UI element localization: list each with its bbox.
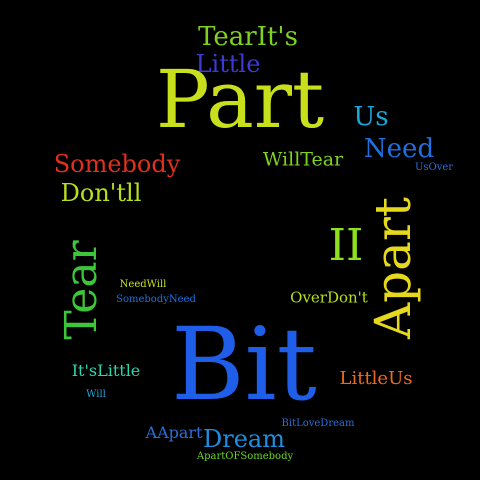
word-somebody: Somebody bbox=[53, 150, 181, 178]
word-willtear: WillTear bbox=[262, 148, 344, 171]
word-dream: Dream bbox=[203, 425, 285, 453]
word-usover: UsOver bbox=[414, 162, 454, 173]
word-need: Need bbox=[363, 134, 435, 164]
word-apart: Apart bbox=[364, 197, 422, 339]
word-dontll: Don'tll bbox=[60, 179, 142, 207]
word-part: Part bbox=[155, 53, 325, 146]
word-tearits: TearIt's bbox=[198, 22, 298, 52]
word-aapart: AApart bbox=[145, 423, 203, 442]
word-littleus: LittleUs bbox=[339, 368, 413, 389]
word-needwill: NeedWill bbox=[119, 279, 167, 290]
word-ii: II bbox=[328, 220, 364, 271]
word-tear: Tear bbox=[56, 240, 107, 340]
word-bitlovedream: BitLoveDream bbox=[281, 418, 355, 429]
word-somebodyneed: SomebodyNeed bbox=[116, 294, 196, 305]
word-bit: Bit bbox=[171, 306, 317, 423]
word-will: Will bbox=[86, 389, 106, 400]
word-apartofsomebody: ApartOFSomebody bbox=[196, 451, 294, 462]
word-us: Us bbox=[353, 102, 389, 132]
word-itslittle: It'sLittle bbox=[71, 361, 141, 380]
word-overdont: OverDon't bbox=[290, 288, 368, 307]
word-little-top: Little bbox=[195, 50, 261, 78]
